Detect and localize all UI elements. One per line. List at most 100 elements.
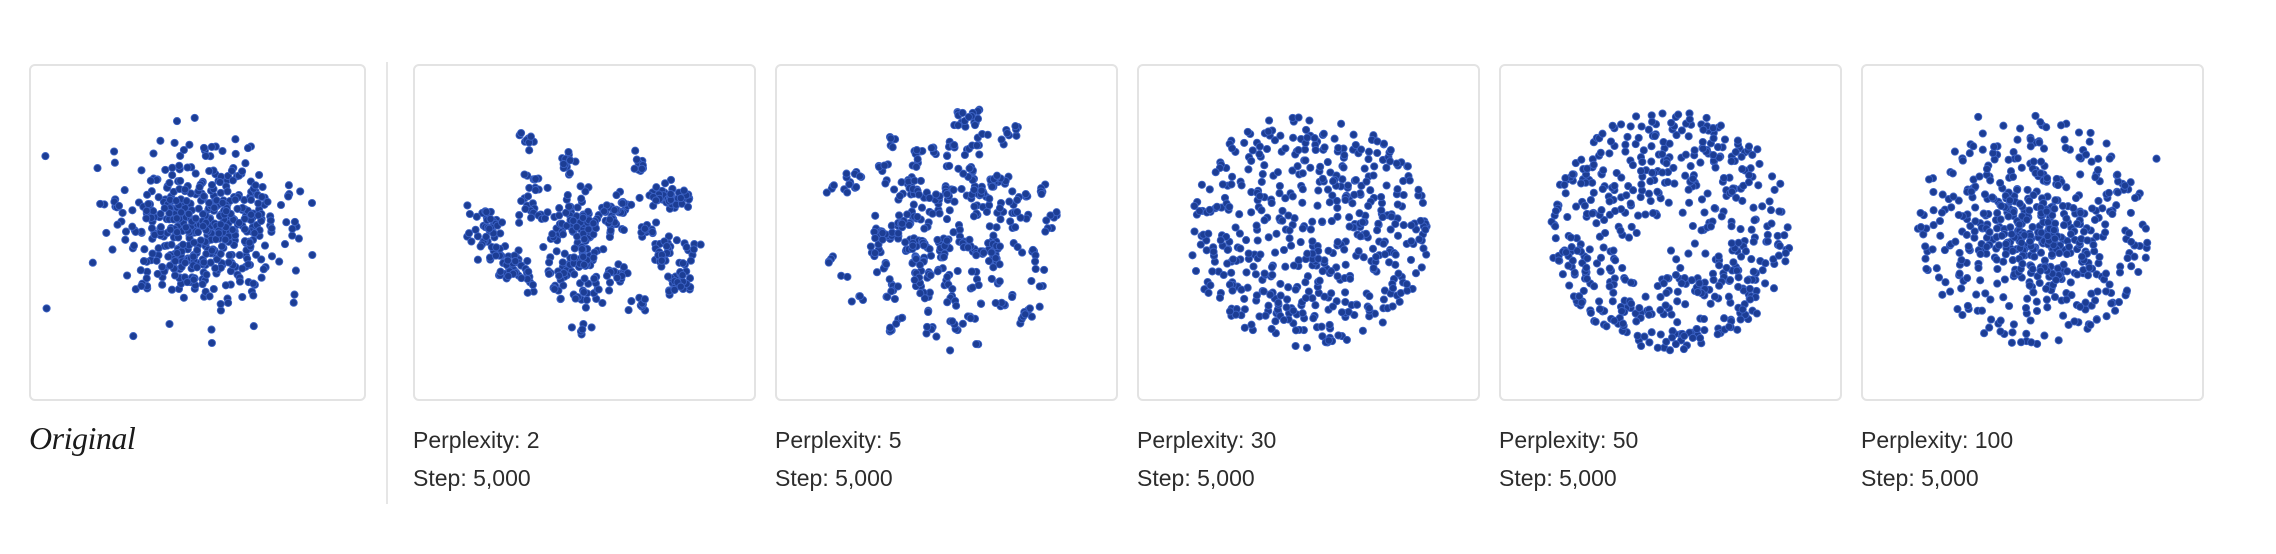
- scatter-point: [977, 186, 986, 195]
- scatter-point: [1955, 248, 1964, 257]
- scatter-point: [943, 298, 952, 307]
- scatter-point: [1996, 178, 2005, 188]
- scatter-point: [570, 270, 579, 279]
- scatter-point: [290, 290, 299, 299]
- perplexity-2-panel: [413, 64, 756, 401]
- scatter-point: [1318, 267, 1327, 276]
- scatter-point: [987, 274, 996, 283]
- scatter-point: [520, 170, 529, 179]
- scatter-point: [1324, 336, 1333, 345]
- scatter-point: [580, 274, 589, 283]
- scatter-point: [890, 185, 899, 194]
- scatter-point: [464, 229, 474, 238]
- scatter-point: [579, 288, 588, 297]
- scatter-point: [1302, 125, 1311, 134]
- scatter-point: [1748, 150, 1757, 159]
- scatter-point: [2127, 237, 2136, 246]
- scatter-point: [948, 284, 957, 294]
- scatter-point: [1303, 249, 1312, 258]
- scatter-point: [605, 232, 614, 242]
- scatter-point: [170, 138, 179, 147]
- scatter-point: [1996, 327, 2005, 336]
- scatter-point: [1659, 279, 1668, 288]
- perplexity-label: Perplexity: 30: [1137, 427, 1277, 453]
- scatter-point: [1783, 223, 1792, 232]
- scatter-point: [218, 198, 227, 207]
- scatter-point: [2022, 329, 2031, 338]
- scatter-point: [196, 236, 205, 245]
- scatter-point: [504, 272, 513, 281]
- scatter-point: [1963, 274, 1972, 283]
- scatter-point: [2061, 143, 2070, 152]
- scatter-point: [189, 238, 198, 247]
- scatter-point: [1965, 149, 1974, 158]
- scatter-point: [1962, 230, 1971, 239]
- scatter-point: [1325, 320, 1334, 329]
- scatter-point: [1416, 216, 1425, 225]
- scatter-point: [171, 257, 180, 266]
- scatter-point: [1264, 233, 1273, 242]
- scatter-point: [1685, 115, 1694, 124]
- scatter-point: [1658, 168, 1667, 177]
- step-label: Step: 5,000: [1861, 465, 1979, 491]
- scatter-point: [657, 256, 666, 265]
- scatter-point: [1969, 142, 1978, 151]
- scatter-point: [2105, 280, 2114, 289]
- scatter-point: [2025, 206, 2034, 215]
- scatter-point: [1399, 221, 1408, 230]
- scatter-point: [2039, 144, 2049, 153]
- scatter-point: [41, 152, 50, 161]
- scatter-point: [221, 235, 230, 244]
- scatter-point: [129, 241, 139, 250]
- scatter-point: [559, 281, 568, 290]
- scatter-point: [1253, 236, 1262, 245]
- scatter-point: [212, 255, 222, 264]
- scatter-point: [1732, 266, 1741, 275]
- scatter-point: [1709, 150, 1718, 160]
- scatter-point: [1680, 331, 1689, 341]
- scatter-point: [1259, 287, 1268, 296]
- scatter-point: [1003, 129, 1012, 138]
- scatter-point: [960, 150, 969, 160]
- scatter-point: [578, 325, 587, 334]
- scatter-point: [1267, 263, 1277, 272]
- scatter-point: [1633, 331, 1642, 340]
- scatter-point: [140, 245, 149, 254]
- scatter-point: [1662, 337, 1671, 346]
- scatter-point: [958, 319, 967, 328]
- scatter-point: [935, 209, 944, 218]
- scatter-point: [1560, 180, 1569, 189]
- scatter-point: [1974, 112, 1983, 121]
- scatter-point: [2062, 214, 2071, 223]
- scatter-point: [1281, 262, 1290, 271]
- scatter-point: [957, 184, 966, 194]
- scatter-point: [1729, 258, 1738, 267]
- scatter-point: [1699, 144, 1708, 153]
- scatter-point: [572, 222, 581, 232]
- scatter-point: [1626, 122, 1635, 131]
- scatter-point: [235, 218, 244, 227]
- scatter-point: [1656, 292, 1665, 302]
- scatter-point: [1011, 223, 1020, 232]
- scatter-point: [580, 260, 589, 269]
- scatter-point: [1402, 280, 1411, 289]
- scatter-point: [1551, 206, 1561, 215]
- scatter-point: [243, 144, 253, 153]
- scatter-point: [1646, 196, 1655, 206]
- scatter-point: [552, 247, 561, 256]
- scatter-point: [1385, 157, 1395, 166]
- scatter-point: [288, 231, 297, 240]
- scatter-point: [189, 252, 198, 261]
- scatter-point: [523, 288, 532, 297]
- scatter-point: [1407, 237, 1416, 246]
- scatter-point: [1231, 223, 1240, 232]
- scatter-point: [1938, 290, 1947, 299]
- scatter-point: [880, 161, 889, 170]
- perplexity-label: Perplexity: 2: [413, 427, 540, 453]
- scatter-point: [2107, 299, 2116, 308]
- scatter-point: [2101, 269, 2111, 278]
- scatter-point: [913, 212, 922, 221]
- scatter-point: [1725, 322, 1734, 331]
- scatter-point: [1341, 260, 1350, 269]
- scatter-point: [2051, 196, 2060, 205]
